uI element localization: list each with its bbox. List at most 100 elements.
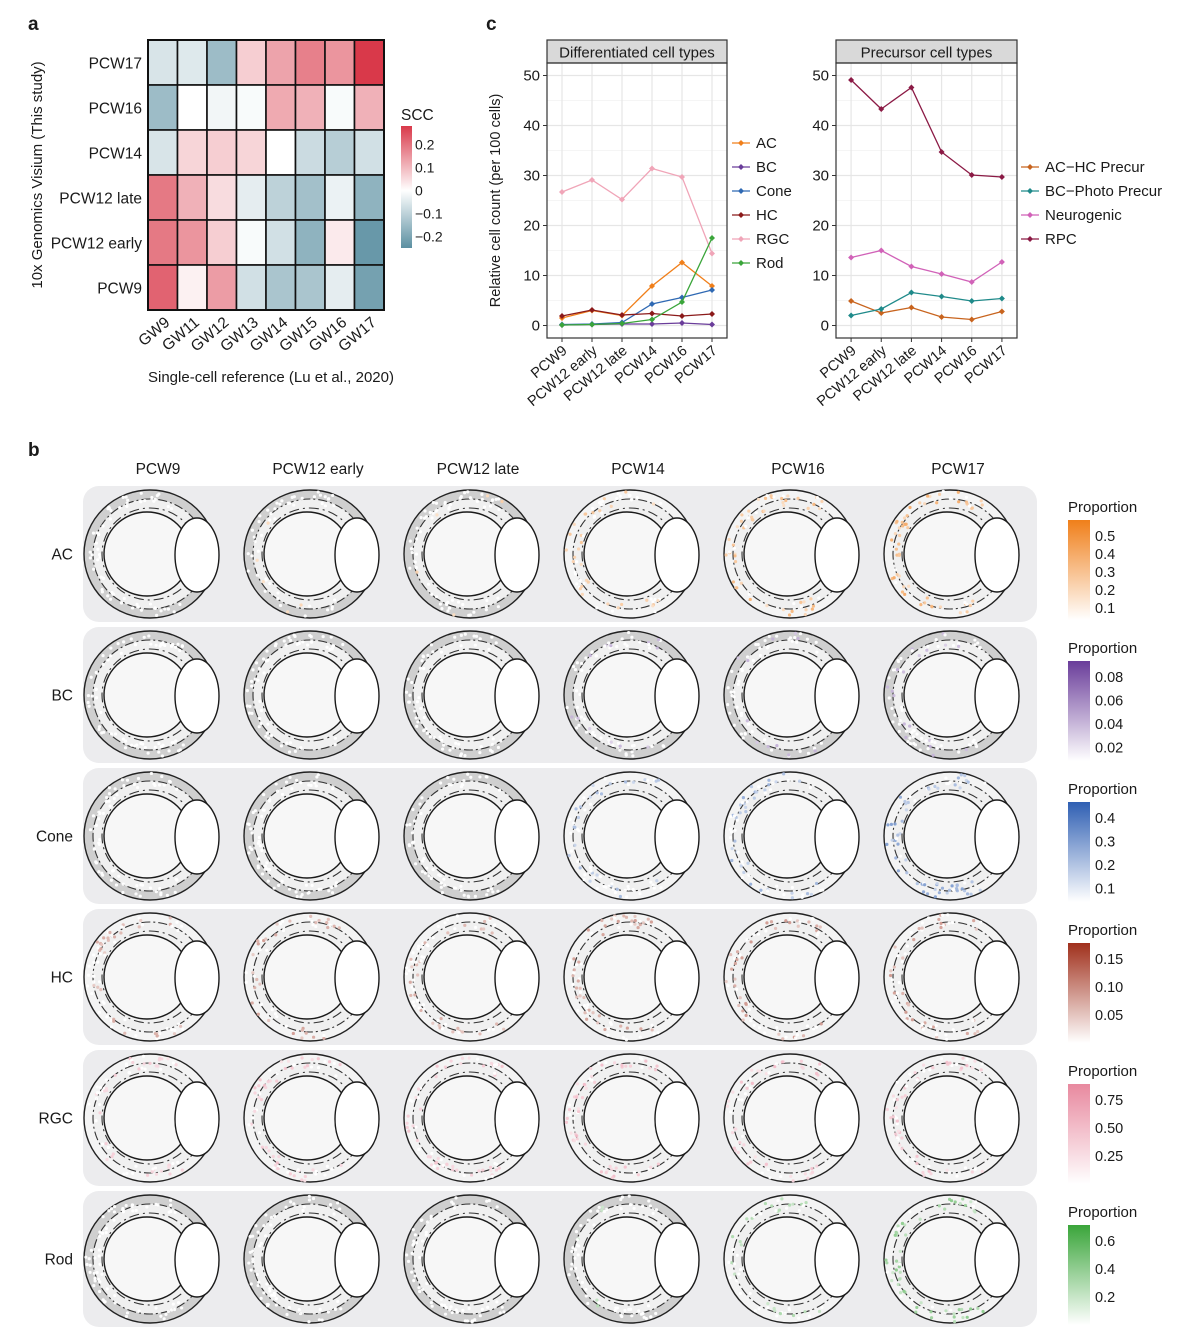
spot [963,1166,968,1170]
spot [414,552,419,556]
spot [247,1261,251,1265]
spot [303,1179,307,1183]
spot [92,1284,96,1288]
spot [431,511,435,515]
spot [424,1230,428,1234]
spot [898,1262,902,1266]
spot [166,607,171,611]
spot [646,745,650,749]
spot [905,944,909,948]
spot [792,601,796,606]
spot [969,892,973,896]
spot [892,1098,896,1102]
spot [108,930,112,935]
spot [412,1004,416,1008]
spot [259,1296,263,1300]
spot [248,704,252,709]
spot [447,606,451,610]
heatmap-cell [206,84,238,131]
spot [169,506,174,511]
spot [954,1062,959,1067]
spot [253,1109,257,1113]
spot [630,750,634,754]
spot [416,1096,420,1100]
data-point [848,298,855,304]
spot [100,871,104,875]
spot [756,1069,760,1073]
spot [448,502,453,507]
eye-lens [174,799,220,875]
spot [419,706,423,711]
spot [978,888,982,892]
spot [818,1062,822,1066]
spot [728,1276,732,1280]
spot [739,1080,744,1084]
spot [742,1143,746,1147]
spot [925,648,929,652]
spot [97,1248,101,1252]
spot [275,501,279,505]
spot [266,508,270,512]
spot [168,780,172,784]
spot [98,1289,102,1294]
spot [627,1307,631,1311]
spot [575,582,579,586]
spot [250,684,254,688]
spot [466,772,470,776]
spot [440,747,445,751]
spot [94,687,98,692]
spot [633,922,637,926]
spot [104,1231,108,1235]
spot [96,985,100,989]
spot [633,918,637,923]
spot [258,1244,262,1248]
spot [299,746,303,750]
data-point [649,165,655,172]
proportion-colorbar [1068,520,1090,620]
spot [757,1307,761,1311]
spot [814,881,819,886]
spot [757,785,761,789]
spot [153,497,157,501]
spot [957,750,961,754]
spot [600,511,604,515]
spot [261,808,265,812]
spot [926,747,930,751]
spot [496,605,500,609]
line-chart-differentiated: Differentiated cell types01020304050PCW9… [488,39,792,410]
spot [479,745,483,749]
spot [930,1305,935,1309]
spot [257,666,261,671]
spot [422,1007,426,1011]
spot [741,795,745,800]
spot [765,921,769,925]
data-point [709,283,715,289]
spot [328,1203,333,1207]
spot [269,733,273,738]
spot [575,560,579,564]
spot [106,938,111,942]
spot [788,636,793,640]
spot [896,954,900,958]
spot [257,520,261,524]
spot [262,671,266,675]
spot [440,606,444,611]
data-point [938,314,945,320]
spot [970,506,974,510]
spot [430,592,434,596]
spot [434,1075,438,1079]
spot [452,777,456,781]
spot [969,1200,973,1204]
spot [265,1282,269,1286]
spot [733,977,737,981]
spot [436,1156,440,1161]
spot [650,744,654,749]
spot [897,553,901,558]
spot [438,602,443,606]
spot [304,1031,308,1035]
y-tick-label: 10 [812,268,829,285]
spot [413,560,417,564]
spot [480,497,484,502]
spot [772,495,776,499]
spot [451,1164,455,1169]
